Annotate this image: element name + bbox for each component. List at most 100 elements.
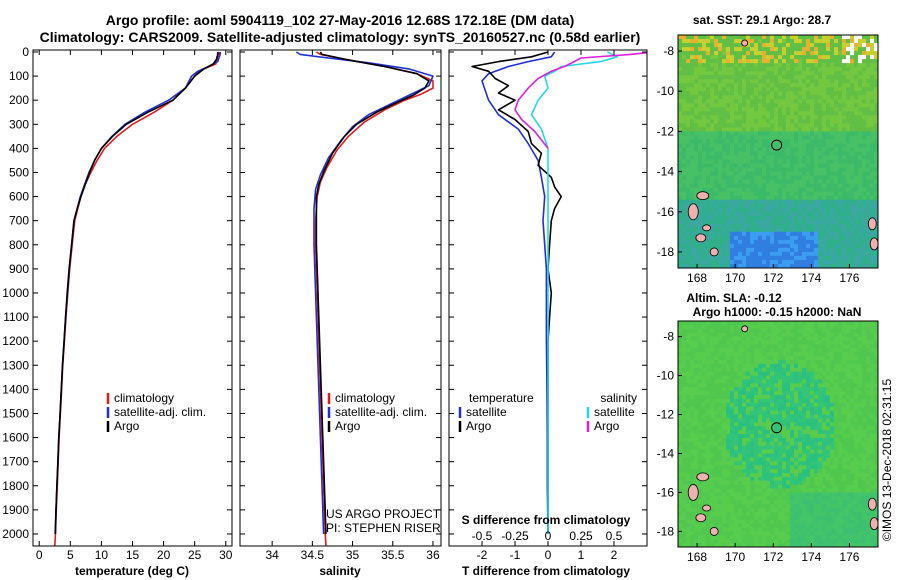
map-cell xyxy=(794,344,799,349)
map-cell xyxy=(774,402,779,408)
map-cell xyxy=(842,155,847,161)
map-cell xyxy=(790,367,795,373)
map-cell xyxy=(742,71,747,76)
map-cell xyxy=(830,211,835,217)
map-cell xyxy=(682,75,687,80)
map-cell xyxy=(802,410,807,416)
map-cell xyxy=(786,103,791,108)
map-cell xyxy=(866,379,871,384)
map-cell xyxy=(806,441,811,447)
map-cell xyxy=(810,332,815,338)
map-cell xyxy=(710,71,715,76)
salinity-panel: 34 34.5 35 35.5 36 salinity climatologysatel… xyxy=(239,49,442,578)
map-cell xyxy=(738,67,743,72)
map-cell xyxy=(866,231,871,237)
map-cell xyxy=(718,183,723,189)
map-cell xyxy=(678,151,683,157)
map-cell xyxy=(706,87,711,92)
map-cell xyxy=(782,211,787,217)
map-cell xyxy=(746,55,751,60)
map-cell xyxy=(794,363,799,369)
map-cell xyxy=(726,47,731,52)
map-cell xyxy=(702,123,707,128)
map-cell xyxy=(726,115,731,120)
map-cell xyxy=(690,422,695,427)
map-cell xyxy=(850,43,855,48)
map-cell xyxy=(790,344,795,349)
map-cell xyxy=(730,418,735,423)
map-cell xyxy=(862,67,867,72)
map-cell xyxy=(798,239,803,245)
map-cell xyxy=(746,437,751,443)
map-cell xyxy=(698,55,703,60)
map-cell xyxy=(722,247,727,253)
map-cell xyxy=(866,99,871,104)
map-cell xyxy=(858,195,863,201)
map-cell xyxy=(790,87,795,92)
map-cell xyxy=(742,47,747,52)
map-cell xyxy=(778,175,783,181)
map-cell xyxy=(806,387,811,392)
map-cell xyxy=(742,147,747,153)
map-cell xyxy=(786,115,791,120)
map-cell xyxy=(706,179,711,185)
map-cell xyxy=(782,457,787,462)
map-cell xyxy=(790,75,795,80)
map-cell xyxy=(830,441,835,447)
map-cell xyxy=(846,79,851,84)
map-cell xyxy=(814,449,819,455)
map-cell xyxy=(870,207,875,213)
map-cell xyxy=(874,360,878,365)
map-cell xyxy=(830,147,835,153)
map-cell xyxy=(682,187,687,193)
map-cell xyxy=(710,163,715,169)
map-cell xyxy=(726,111,731,116)
map-cell xyxy=(758,251,763,257)
map-cell xyxy=(854,207,859,213)
map-cell xyxy=(730,175,735,181)
map-cell xyxy=(874,356,878,361)
map-cell xyxy=(746,103,751,108)
map-cell xyxy=(714,43,719,48)
temperature-xaxis: 0 5 10 15 20 25 300100200300400500600700800900… xyxy=(2,45,232,562)
map-cell xyxy=(818,179,823,185)
map-cell xyxy=(706,324,711,330)
map-cell xyxy=(810,223,815,229)
map-cell xyxy=(838,398,843,404)
map-cell xyxy=(802,414,807,419)
map-cell xyxy=(758,344,763,349)
map-cell xyxy=(870,175,875,181)
map-cell xyxy=(722,219,727,225)
map-cell xyxy=(798,75,803,80)
map-cell xyxy=(794,203,799,209)
map-cell xyxy=(766,211,771,217)
map-cell xyxy=(722,371,727,377)
map-cell xyxy=(794,264,799,268)
map-cell xyxy=(802,219,807,225)
map-cell xyxy=(682,251,687,257)
map-cell xyxy=(810,183,815,189)
map-cell xyxy=(798,426,803,431)
map-cell xyxy=(690,391,695,396)
map-cell xyxy=(798,127,803,132)
map-cell xyxy=(842,195,847,201)
map-cell xyxy=(806,402,811,408)
map-cell xyxy=(842,332,847,338)
map-cell xyxy=(814,123,819,128)
map-cell xyxy=(806,127,811,132)
map-cell xyxy=(874,251,878,257)
map-cell xyxy=(790,457,795,462)
map-cell xyxy=(722,139,727,144)
legend-label: Argo xyxy=(466,419,492,433)
map-cell xyxy=(746,111,751,116)
map-cell xyxy=(702,398,707,404)
map-cell xyxy=(870,391,875,396)
map-cell xyxy=(854,348,859,353)
map-cell xyxy=(762,414,767,419)
map-cell xyxy=(738,375,743,381)
map-cell xyxy=(770,115,775,120)
map-cell xyxy=(730,239,735,245)
map-cell xyxy=(722,410,727,416)
map-cell xyxy=(682,418,687,423)
map-cell xyxy=(782,95,787,100)
